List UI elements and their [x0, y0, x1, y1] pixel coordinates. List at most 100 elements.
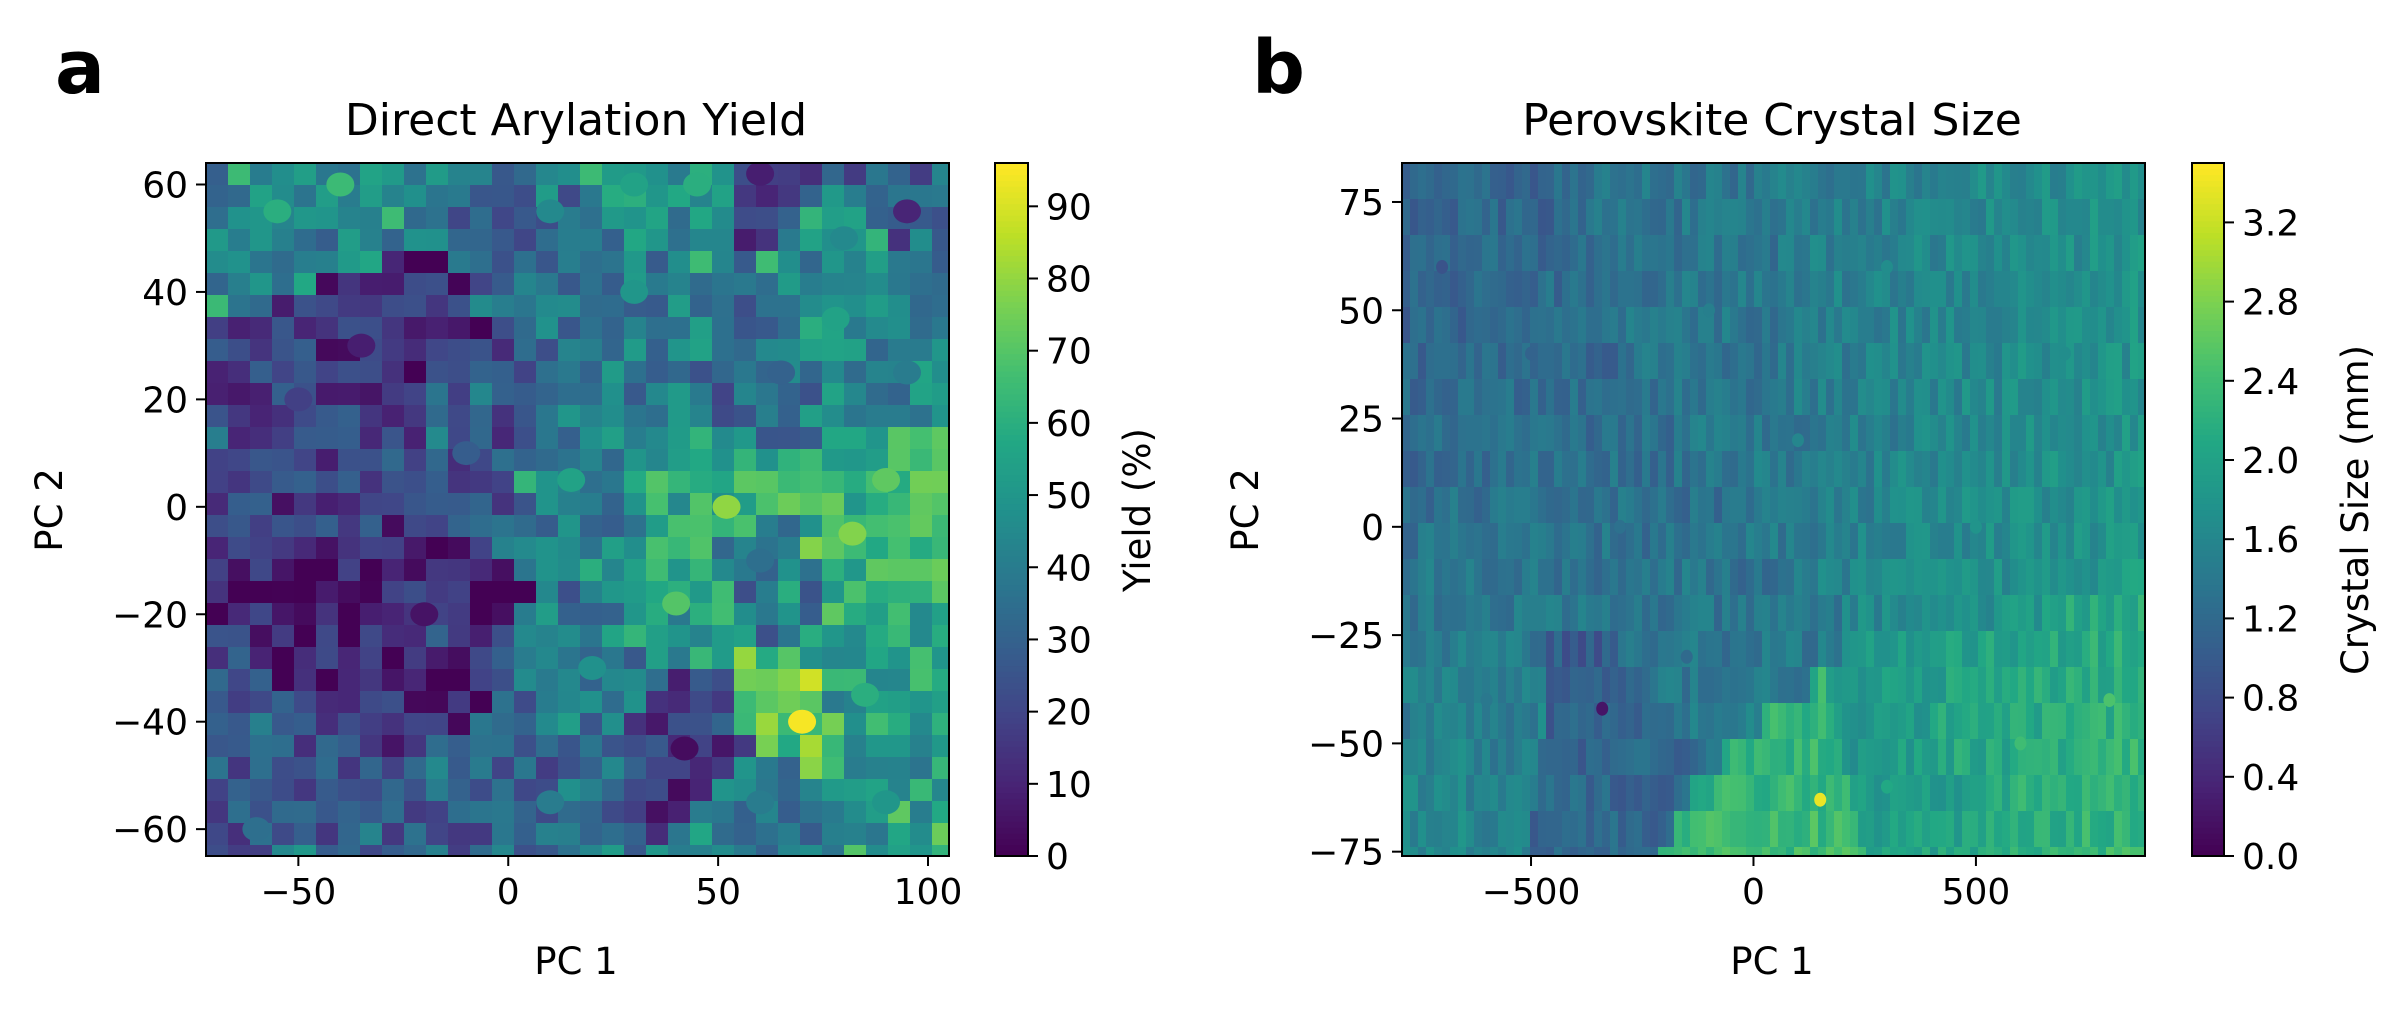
heatmap-cell — [558, 295, 581, 318]
heatmap-cell — [1642, 847, 1651, 856]
colorbar-segment — [2192, 203, 2224, 210]
heatmap-cell — [514, 603, 537, 626]
heatmap-cell — [1946, 451, 1955, 488]
colorbar-segment — [995, 578, 1028, 586]
heatmap-cell — [1418, 487, 1427, 524]
heatmap-cell — [360, 713, 383, 736]
heatmap-cell — [2042, 775, 2051, 812]
heatmap-cell — [646, 251, 669, 274]
heatmap-cell — [2122, 235, 2131, 272]
heatmap-cell — [888, 603, 911, 626]
colorbar-segment — [995, 573, 1028, 580]
heatmap-cell — [2042, 523, 2051, 560]
heatmap-cell — [580, 515, 603, 538]
heatmap-cell — [1946, 739, 1955, 776]
heatmap-cell — [1874, 415, 1883, 452]
heatmap-cell — [1594, 631, 1603, 668]
heatmap-cell — [228, 317, 251, 340]
heatmap-cell — [1650, 739, 1659, 776]
heatmap-cell — [1954, 631, 1963, 668]
heatmap-cell — [1618, 379, 1627, 416]
heatmap-cell — [1818, 631, 1827, 668]
heatmap-cell — [1682, 415, 1691, 452]
heatmap-cell — [1530, 379, 1539, 416]
heatmap-cell — [690, 779, 713, 802]
heatmap-cell — [1434, 235, 1443, 272]
colorbar-segment — [2192, 318, 2224, 326]
heatmap-cell — [2050, 163, 2059, 200]
heatmap-cell — [1946, 667, 1955, 704]
heatmap-cell — [1714, 379, 1723, 416]
heatmap-cell — [712, 603, 735, 626]
heatmap-cell — [602, 735, 625, 758]
heatmap-cell — [1626, 451, 1635, 488]
heatmap-cell — [1714, 415, 1723, 452]
heatmap-region — [746, 790, 775, 815]
heatmap-cell — [1650, 271, 1659, 308]
heatmap-cell — [1826, 559, 1835, 596]
heatmap-cell — [1938, 667, 1947, 704]
heatmap-cell — [1930, 559, 1939, 596]
heatmap-cell — [294, 471, 317, 494]
heatmap-cell — [844, 801, 867, 824]
colorbar-tick-label: 50 — [1046, 476, 1092, 517]
heatmap-cell — [1874, 379, 1883, 416]
heatmap-cell — [558, 691, 581, 714]
heatmap-cell — [668, 669, 691, 692]
heatmap-cell — [734, 273, 757, 296]
heatmap-cell — [2058, 271, 2067, 308]
colorbar-segment — [995, 671, 1028, 678]
heatmap-cell — [1538, 523, 1547, 560]
heatmap-cell — [514, 229, 537, 252]
heatmap-cell — [470, 295, 493, 318]
heatmap-cell — [1426, 307, 1435, 344]
heatmap-cell — [514, 845, 537, 856]
heatmap-cell — [1978, 703, 1987, 740]
heatmap-cell — [2138, 595, 2145, 632]
heatmap-cell — [1514, 451, 1523, 488]
heatmap-cell — [602, 339, 625, 362]
heatmap-cell — [910, 339, 933, 362]
heatmap-cell — [1962, 487, 1971, 524]
heatmap-cell — [1962, 667, 1971, 704]
heatmap-cell — [2002, 235, 2011, 272]
heatmap-cell — [910, 647, 933, 670]
heatmap-cell — [1634, 199, 1643, 236]
heatmap-cell — [778, 427, 801, 450]
heatmap-cell — [338, 801, 361, 824]
heatmap-cell — [1626, 235, 1635, 272]
heatmap-cell — [1914, 559, 1923, 596]
heatmap-cell — [646, 779, 669, 802]
heatmap-cell — [426, 713, 449, 736]
heatmap-cell — [2130, 379, 2139, 416]
axes-frame — [1401, 162, 2146, 857]
heatmap-cell — [250, 757, 273, 780]
heatmap-cell — [1650, 379, 1659, 416]
heatmap-cell — [1634, 847, 1643, 856]
heatmap-cell — [1698, 595, 1707, 632]
heatmap-cell — [668, 361, 691, 384]
heatmap-cell — [1762, 415, 1771, 452]
colorbar-segment — [995, 399, 1028, 407]
heatmap-cell — [668, 185, 691, 208]
heatmap-cell — [1850, 487, 1859, 524]
heatmap-cell — [888, 339, 911, 362]
heatmap-cell — [888, 515, 911, 538]
heatmap-cell — [1890, 775, 1899, 812]
heatmap-cell — [1562, 595, 1571, 632]
heatmap-cell — [734, 647, 757, 670]
heatmap-cell — [1778, 379, 1787, 416]
heatmap-cell — [910, 823, 933, 846]
heatmap-cell — [338, 757, 361, 780]
heatmap-cell — [1538, 595, 1547, 632]
heatmap-cell — [1586, 559, 1595, 596]
heatmap-cell — [866, 449, 889, 472]
heatmap-cell — [2114, 523, 2123, 560]
heatmap-cell — [1994, 595, 2003, 632]
heatmap-cell — [1546, 199, 1555, 236]
heatmap-cell — [404, 845, 427, 856]
heatmap-cell — [1826, 631, 1835, 668]
heatmap-cell — [338, 229, 361, 252]
colorbar-segment — [995, 422, 1028, 430]
heatmap-cell — [1954, 739, 1963, 776]
